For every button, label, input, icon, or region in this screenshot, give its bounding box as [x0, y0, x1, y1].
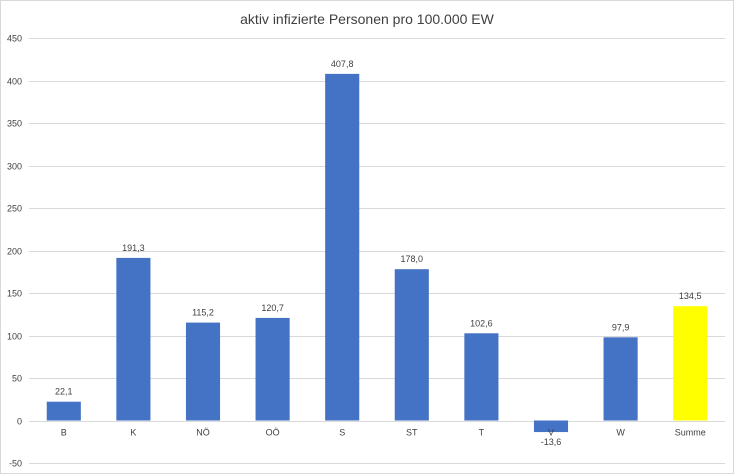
y-tick-label: 100: [7, 332, 22, 342]
x-category-label: W: [616, 428, 625, 438]
bar: [464, 333, 499, 421]
bar: [394, 269, 429, 421]
y-tick-label: 450: [7, 34, 22, 44]
bars: [46, 73, 708, 433]
data-label: 178,0: [401, 254, 424, 264]
x-category-label: Summe: [675, 428, 706, 438]
y-tick-label: 400: [7, 77, 22, 87]
x-category-label: NÖ: [196, 428, 210, 438]
bar: [533, 420, 569, 433]
x-category-label: OÖ: [266, 428, 280, 438]
data-label: 407,8: [331, 59, 354, 69]
x-axis-categories: B K NÖ OÖ S ST T V W Summe: [61, 428, 706, 438]
bar: [255, 317, 290, 421]
bar: [325, 73, 360, 421]
data-label: 97,9: [612, 322, 630, 332]
x-category-label: T: [479, 428, 485, 438]
y-tick-label: 50: [12, 374, 22, 384]
data-label: 115,2: [192, 308, 214, 318]
bar: [185, 322, 221, 421]
chart-title: aktiv infizierte Personen pro 100.000 EW: [240, 11, 494, 27]
data-label: 102,6: [470, 318, 493, 328]
data-label: 22,1: [55, 387, 73, 397]
x-category-label: B: [61, 428, 67, 438]
x-category-label: S: [339, 428, 345, 438]
data-label: 134,5: [679, 291, 702, 301]
data-label: 120,7: [261, 303, 284, 313]
bar: [116, 257, 151, 421]
bar: [603, 337, 638, 421]
y-tick-label: 350: [7, 119, 22, 129]
x-category-label: ST: [406, 428, 418, 438]
data-label: -13,6: [541, 437, 562, 447]
data-label: 191,3: [122, 243, 145, 253]
y-tick-label: 0: [17, 417, 22, 427]
y-tick-label: -50: [9, 459, 22, 469]
data-labels: 22,1 191,3 115,2 120,7 407,8 178,0 102,6 -13,6 9…: [55, 59, 701, 447]
x-category-label: K: [130, 428, 136, 438]
y-tick-label: 300: [7, 162, 22, 172]
bar: [673, 306, 708, 421]
y-tick-label: 200: [7, 247, 22, 257]
y-tick-label: 250: [7, 204, 22, 214]
x-category-label: V: [548, 428, 554, 438]
y-tick-label: 150: [7, 289, 22, 299]
y-axis-ticks: -50 0 50 100 150 200 250 300 350 400 450: [7, 34, 22, 469]
bar: [46, 401, 81, 421]
